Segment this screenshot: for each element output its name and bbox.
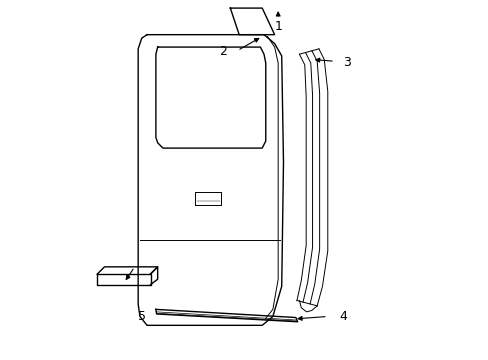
Text: 1: 1 xyxy=(274,21,282,33)
Text: 2: 2 xyxy=(219,45,227,58)
Text: 5: 5 xyxy=(138,310,145,323)
Text: 3: 3 xyxy=(343,56,350,69)
Text: 4: 4 xyxy=(339,310,347,323)
